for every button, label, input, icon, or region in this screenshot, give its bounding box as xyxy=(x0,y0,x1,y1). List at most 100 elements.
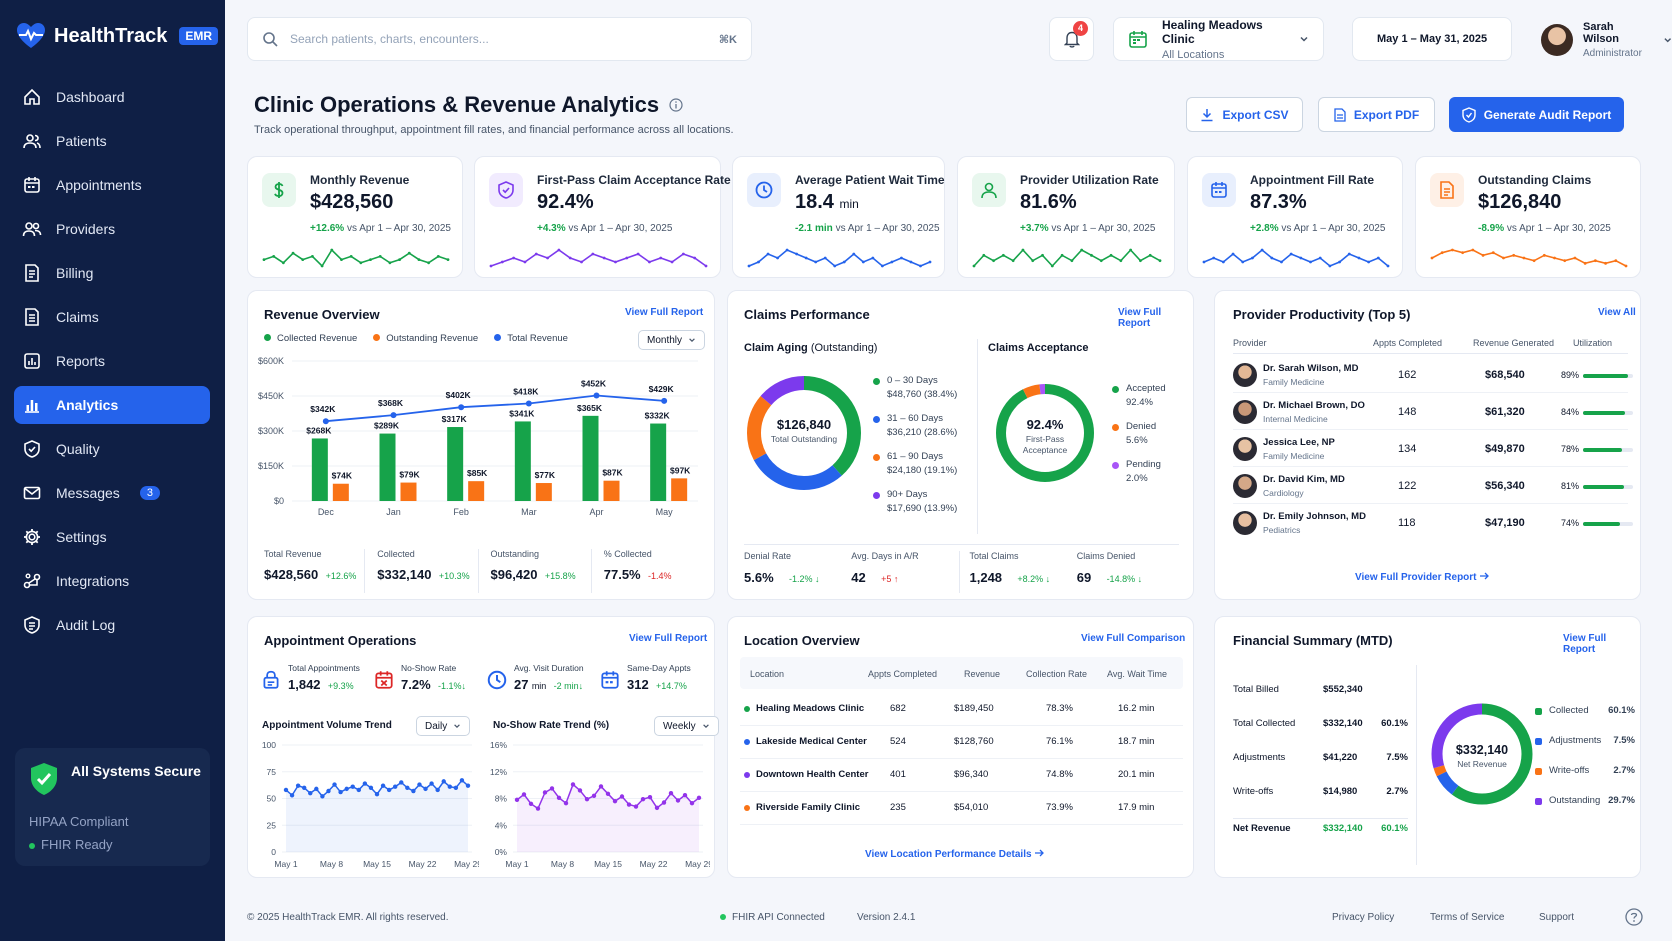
sidebar-item-settings[interactable]: Settings xyxy=(14,518,210,556)
trend-point[interactable] xyxy=(417,782,422,787)
total-revenue-point[interactable] xyxy=(661,397,668,404)
donut-segment[interactable] xyxy=(1431,703,1533,805)
provider-row[interactable]: Dr. Sarah Wilson, MD Family Medicine 162 $6… xyxy=(1233,357,1633,393)
location-row[interactable]: Healing Meadows Clinic 682 $189,450 78.3% 16… xyxy=(740,693,1183,726)
vol-period-select[interactable]: Daily xyxy=(416,716,471,736)
claims-view-report-link[interactable]: View Full Report xyxy=(1118,307,1162,329)
trend-point[interactable] xyxy=(283,787,289,793)
trend-point[interactable] xyxy=(411,788,416,794)
bar-collected[interactable] xyxy=(311,438,328,501)
app-logo[interactable]: HealthTrack EMR xyxy=(16,22,219,50)
location-row[interactable]: Downtown Health Center 401 $96,340 74.8% 20.… xyxy=(740,759,1183,792)
bar-collected[interactable] xyxy=(582,415,599,501)
trend-point[interactable] xyxy=(374,792,380,797)
trend-point[interactable] xyxy=(465,783,471,788)
trend-point[interactable] xyxy=(556,795,562,801)
trend-point[interactable] xyxy=(619,794,625,799)
noshow-period-select[interactable]: Weekly xyxy=(654,716,719,736)
trend-point[interactable] xyxy=(584,796,590,802)
bar-collected[interactable] xyxy=(379,433,396,501)
trend-point[interactable] xyxy=(591,793,597,799)
trend-point[interactable] xyxy=(435,787,440,793)
sidebar-item-patients[interactable]: Patients xyxy=(14,122,210,160)
trend-point[interactable] xyxy=(405,785,410,790)
location-row[interactable]: Riverside Family Clinic 235 $54,010 73.9% 17… xyxy=(740,792,1183,825)
help-icon[interactable] xyxy=(1625,908,1643,926)
trend-point[interactable] xyxy=(598,784,604,789)
bar-outstanding[interactable] xyxy=(332,483,349,501)
trend-point[interactable] xyxy=(386,787,392,793)
trend-point[interactable] xyxy=(549,786,555,791)
locations-view-comparison-link[interactable]: View Full Comparison xyxy=(1081,633,1186,644)
trend-point[interactable] xyxy=(689,800,695,806)
donut-segment[interactable] xyxy=(747,376,861,490)
location-row[interactable]: Lakeside Medical Center 524 $128,760 76.1% 1… xyxy=(740,726,1183,759)
sidebar-item-audit-log[interactable]: Audit Log xyxy=(14,606,210,644)
sidebar-item-quality[interactable]: Quality xyxy=(14,430,210,468)
provider-row[interactable]: Dr. David Kim, MD Cardiology 122 $56,340 81% xyxy=(1233,468,1633,504)
trend-point[interactable] xyxy=(314,786,319,792)
full-provider-report-link[interactable]: View Full Provider Report xyxy=(1355,572,1490,583)
bar-outstanding[interactable] xyxy=(535,483,552,501)
trend-point[interactable] xyxy=(612,798,618,804)
trend-point[interactable] xyxy=(399,780,404,785)
donut-segment[interactable] xyxy=(747,376,861,490)
trend-point[interactable] xyxy=(344,786,349,792)
trend-point[interactable] xyxy=(302,785,307,790)
trend-point[interactable] xyxy=(570,782,576,787)
trend-point[interactable] xyxy=(563,800,569,806)
trend-point[interactable] xyxy=(668,790,674,796)
trend-point[interactable] xyxy=(577,788,583,793)
trend-point[interactable] xyxy=(535,806,541,811)
search-bar[interactable]: ⌘K xyxy=(247,17,752,61)
trend-point[interactable] xyxy=(356,787,361,793)
trend-point[interactable] xyxy=(459,778,465,783)
trend-point[interactable] xyxy=(380,783,386,788)
trend-point[interactable] xyxy=(626,802,632,807)
donut-segment[interactable] xyxy=(747,376,861,490)
trend-point[interactable] xyxy=(350,784,355,789)
bar-collected[interactable] xyxy=(650,423,667,501)
trend-point[interactable] xyxy=(338,789,343,795)
bar-outstanding[interactable] xyxy=(468,481,485,501)
support-link[interactable]: Support xyxy=(1539,912,1575,923)
trend-point[interactable] xyxy=(514,797,520,803)
trend-point[interactable] xyxy=(429,781,434,786)
trend-point[interactable] xyxy=(441,779,446,784)
providers-view-all-link[interactable]: View All xyxy=(1598,307,1636,318)
trend-point[interactable] xyxy=(368,785,374,790)
trend-point[interactable] xyxy=(393,784,398,789)
trend-point[interactable] xyxy=(308,790,313,796)
financial-view-report-link[interactable]: View Full Report xyxy=(1563,633,1607,655)
trend-point[interactable] xyxy=(289,793,295,798)
trend-point[interactable] xyxy=(528,801,534,807)
privacy-policy-link[interactable]: Privacy Policy xyxy=(1332,912,1395,923)
bar-outstanding[interactable] xyxy=(671,478,688,501)
appt-view-report-link[interactable]: View Full Report xyxy=(629,633,708,644)
total-revenue-point[interactable] xyxy=(390,412,397,419)
trend-point[interactable] xyxy=(605,791,611,797)
sidebar-item-messages[interactable]: Messages 3 xyxy=(14,474,210,512)
trend-point[interactable] xyxy=(320,794,325,799)
total-revenue-point[interactable] xyxy=(525,400,532,407)
trend-point[interactable] xyxy=(640,796,646,802)
bar-collected[interactable] xyxy=(514,421,531,501)
sidebar-item-reports[interactable]: Reports xyxy=(14,342,210,380)
date-range-picker[interactable]: May 1 – May 31, 2025 xyxy=(1352,17,1512,61)
export-csv-button[interactable]: Export CSV xyxy=(1186,97,1303,132)
trend-point[interactable] xyxy=(332,782,337,787)
trend-point[interactable] xyxy=(654,805,660,811)
export-pdf-button[interactable]: Export PDF xyxy=(1318,97,1435,132)
generate-audit-report-button[interactable]: Generate Audit Report xyxy=(1449,97,1624,132)
search-input[interactable] xyxy=(290,32,707,46)
trend-point[interactable] xyxy=(362,781,368,786)
donut-segment[interactable] xyxy=(996,384,1094,482)
trend-point[interactable] xyxy=(542,790,548,795)
bar-outstanding[interactable] xyxy=(603,480,620,501)
trend-point[interactable] xyxy=(521,792,527,797)
provider-row[interactable]: Jessica Lee, NP Family Medicine 134 $49,870… xyxy=(1233,431,1633,467)
trend-point[interactable] xyxy=(453,785,459,790)
trend-point[interactable] xyxy=(447,784,452,789)
total-revenue-point[interactable] xyxy=(322,418,329,425)
revenue-period-select[interactable]: Monthly xyxy=(638,330,706,350)
